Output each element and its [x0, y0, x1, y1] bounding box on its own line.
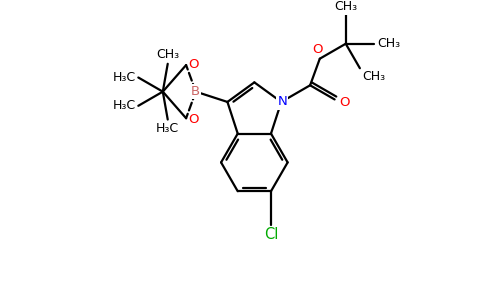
Text: H₃C: H₃C — [156, 122, 179, 135]
Text: O: O — [188, 58, 198, 70]
Text: CH₃: CH₃ — [334, 0, 357, 13]
Text: Cl: Cl — [264, 227, 278, 242]
Text: N: N — [277, 95, 287, 108]
Text: B: B — [190, 85, 199, 98]
Text: CH₃: CH₃ — [156, 48, 179, 61]
Text: H₃C: H₃C — [112, 71, 136, 84]
Text: O: O — [313, 43, 323, 56]
Text: CH₃: CH₃ — [363, 70, 386, 83]
Text: O: O — [339, 96, 350, 109]
Text: CH₃: CH₃ — [377, 37, 400, 50]
Text: H₃C: H₃C — [112, 99, 136, 112]
Text: O: O — [188, 113, 198, 126]
